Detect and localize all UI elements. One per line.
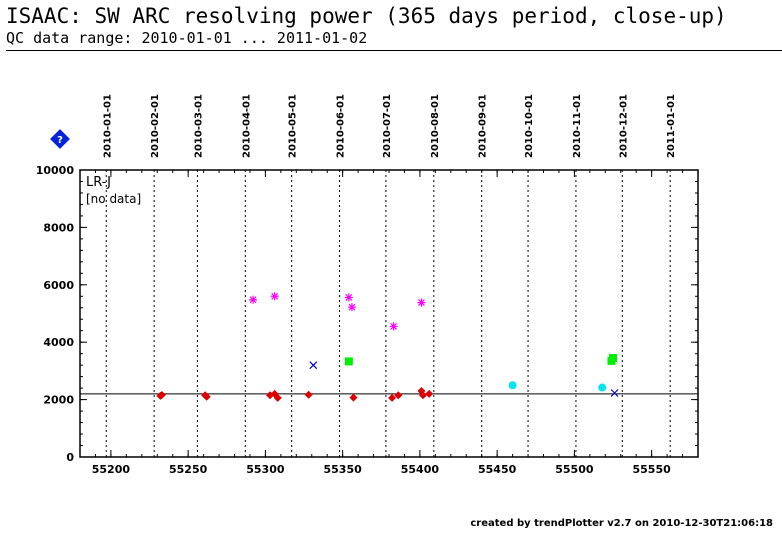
data-points	[156, 292, 619, 402]
diamond-point	[202, 392, 211, 401]
date-tick-label: 2010-08-01	[430, 94, 441, 158]
date-tick-label: 2010-04-01	[241, 94, 252, 158]
star-point	[270, 292, 279, 301]
square-point	[609, 353, 618, 362]
diamond-point	[418, 391, 427, 400]
diamond-point	[388, 393, 397, 402]
date-tick-label: 2011-01-01	[666, 94, 677, 158]
date-tick-label: 2010-09-01	[478, 94, 489, 158]
x-tick-label: 55450	[478, 463, 517, 476]
diamond-point	[425, 389, 434, 398]
square-point	[344, 357, 353, 366]
diamond-point	[394, 391, 403, 400]
date-tick-label: 2010-10-01	[524, 94, 535, 158]
panel-label: LR-J	[86, 175, 111, 190]
diamond-point	[273, 393, 282, 402]
star-point	[417, 298, 426, 307]
date-tick-label: 2010-01-01	[102, 94, 113, 158]
title-divider	[6, 50, 782, 51]
x-tick-label: 55250	[169, 463, 208, 476]
date-axis: 2010-01-01 2010-02-01 2010-03-01 2010-04-01…	[102, 94, 677, 158]
x-tick-label: 55200	[92, 463, 131, 476]
x-tick-label: 55350	[324, 463, 363, 476]
y-tick-label: 2000	[43, 394, 74, 407]
x-tick-label: 55400	[401, 463, 440, 476]
x-tick-label: 55300	[246, 463, 285, 476]
axis-ticks: 55200 55250 55300 55350 55400 55450 55500 55550…	[36, 164, 699, 476]
date-tick-label: 2010-06-01	[336, 94, 347, 158]
cross-point	[610, 389, 619, 397]
y-tick-label: 10000	[36, 164, 75, 177]
date-tick-label: 2010-07-01	[382, 94, 393, 158]
circle-point	[598, 383, 607, 392]
plot-frame	[79, 169, 699, 458]
info-icon[interactable]: ?	[50, 129, 70, 149]
y-tick-label: 8000	[43, 221, 74, 234]
diamond-point	[157, 391, 166, 400]
no-data-label: [no data]	[86, 192, 141, 206]
x-tick-label: 55550	[633, 463, 672, 476]
date-tick-label: 2010-03-01	[193, 94, 204, 158]
diamond-point	[304, 390, 313, 399]
data-range-subtitle: QC data range: 2010-01-01 ... 2011-01-02	[6, 29, 368, 47]
date-gridlines	[105, 170, 671, 457]
y-tick-label: 0	[66, 451, 74, 464]
date-tick-label: 2010-12-01	[618, 94, 629, 158]
date-tick-label: 2010-05-01	[288, 94, 299, 158]
page-title: ISAAC: SW ARC resolving power (365 days …	[6, 4, 727, 28]
date-tick-label: 2010-02-01	[150, 94, 161, 158]
star-point	[344, 293, 353, 302]
star-point	[249, 295, 258, 304]
y-tick-label: 6000	[43, 279, 74, 292]
date-tick-label: 2010-11-01	[572, 94, 583, 158]
star-point	[347, 303, 356, 312]
circle-point	[508, 381, 517, 390]
footer-credit: created by trendPlotter v2.7 on 2010-12-…	[470, 518, 773, 529]
star-point	[389, 322, 398, 331]
diamond-point	[349, 393, 358, 402]
info-icon-glyph: ?	[57, 135, 63, 146]
y-tick-label: 4000	[43, 336, 74, 349]
x-tick-label: 55500	[555, 463, 594, 476]
cross-point	[309, 361, 318, 370]
